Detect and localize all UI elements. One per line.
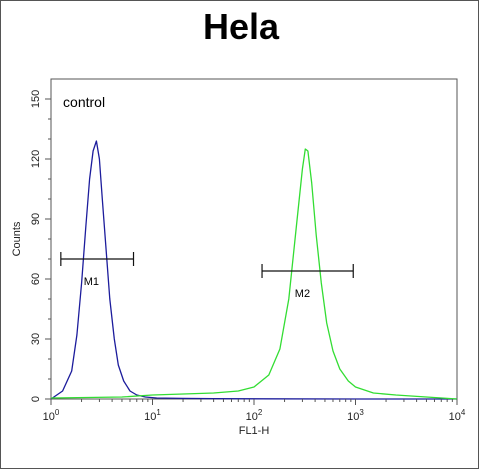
x-axis: 100 101 102 103 104 — [43, 399, 466, 423]
x-tick-label: 101 — [144, 408, 161, 423]
x-tick-label: 102 — [246, 408, 263, 423]
x-tick-label: 104 — [449, 408, 466, 423]
annotation-layer: control — [63, 94, 105, 110]
gate-marker-m1: M1 — [60, 252, 135, 288]
series-line-1 — [50, 140, 457, 400]
annotation-control: control — [63, 94, 105, 110]
gate-label: M2 — [295, 288, 310, 300]
y-tick-label: 0 — [30, 396, 42, 402]
chart-title: Hela — [203, 6, 280, 47]
x-tick-label: 103 — [347, 408, 364, 423]
y-tick-label: 30 — [30, 333, 42, 345]
plot-area — [50, 78, 458, 400]
marker-layer: M1 M2 — [60, 252, 354, 300]
x-tick-label: 100 — [43, 408, 60, 423]
series-line-2 — [50, 148, 458, 400]
y-tick-label: 90 — [30, 213, 42, 225]
x-axis-label: FL1-H — [239, 425, 270, 437]
gate-label: M1 — [84, 276, 99, 288]
y-axis-label: Counts — [11, 221, 23, 256]
y-axis: 0 30 60 90 120 150 — [30, 90, 51, 402]
y-tick-label: 150 — [30, 90, 42, 108]
gate-marker-m2: M2 — [261, 264, 354, 300]
series-layer — [50, 140, 458, 400]
y-tick-label: 60 — [30, 273, 42, 285]
y-tick-label: 120 — [30, 150, 42, 168]
